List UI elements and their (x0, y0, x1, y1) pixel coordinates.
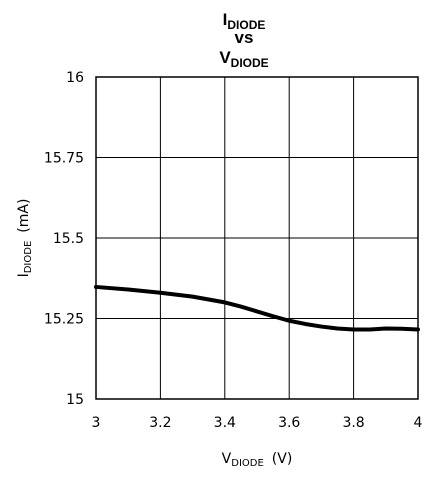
x-axis-label: VDIODE (V) (222, 451, 293, 469)
y-tick-label: 15 (66, 392, 84, 408)
plot-frame (95, 76, 419, 400)
y-label-sub: DIODE (23, 241, 34, 274)
y-tick-label: 15.5 (53, 231, 84, 247)
y-label-main: I (16, 273, 32, 277)
title-line3-main: V (219, 48, 231, 67)
chart-title-line2: vs (235, 28, 254, 47)
title-line3-sub: DIODE (231, 56, 269, 70)
x-tick-label: 3 (92, 415, 101, 431)
y-tick-labels: 15 15.25 15.5 15.75 16 (44, 70, 84, 408)
y-tick-label: 16 (66, 70, 84, 86)
x-tick-label: 3.6 (278, 415, 300, 431)
x-label-main: V (222, 451, 232, 467)
y-tick-label: 15.25 (44, 312, 84, 328)
grid-lines (95, 76, 419, 400)
x-tick-label: 3.8 (342, 415, 364, 431)
x-tick-label: 3.2 (149, 415, 171, 431)
x-label-sub: DIODE (231, 458, 264, 469)
title-line1-sub: DIODE (227, 18, 265, 32)
y-tick-label: 15.75 (44, 151, 84, 167)
series-line (94, 284, 420, 332)
title-line1-main: I (223, 10, 228, 29)
chart-title-line1: IDIODE (223, 10, 266, 32)
x-tick-label: 3.4 (214, 415, 236, 431)
y-label-unit: (mA) (16, 199, 32, 233)
y-axis-label: IDIODE (mA) (16, 199, 34, 278)
x-tick-label: 4 (414, 415, 423, 431)
x-tick-labels: 3 3.2 3.4 3.6 3.8 4 (92, 415, 423, 431)
chart-title-line3: VDIODE (219, 48, 268, 70)
x-label-unit: (V) (272, 451, 293, 467)
